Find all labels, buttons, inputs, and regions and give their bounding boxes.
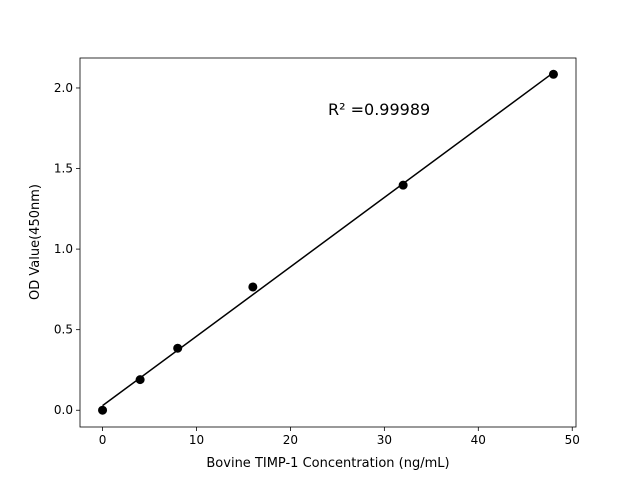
plot-frame <box>79 57 577 428</box>
y-tick-label: 0.0 <box>54 403 73 417</box>
data-point <box>248 282 258 292</box>
x-tick-label: 50 <box>565 433 580 447</box>
x-tick-label: 10 <box>189 433 204 447</box>
data-point <box>548 69 558 79</box>
y-axis-label: OD Value(450nm) <box>28 184 43 300</box>
x-tick-label: 0 <box>99 433 107 447</box>
x-axis-label: Bovine TIMP-1 Concentration (ng/mL) <box>206 456 449 471</box>
data-point <box>98 405 108 415</box>
y-tick-label: 1.0 <box>54 242 73 256</box>
y-tick-label: 2.0 <box>54 81 73 95</box>
fit-line <box>102 71 554 407</box>
y-tick-label: 1.5 <box>54 162 73 176</box>
data-point <box>398 180 408 190</box>
x-tick-label: 40 <box>471 433 486 447</box>
x-tick-label: 30 <box>377 433 392 447</box>
r-squared-annotation: R² =0.99989 <box>328 100 430 119</box>
y-tick-label: 0.5 <box>54 323 73 337</box>
data-point <box>135 375 145 385</box>
data-point <box>173 343 183 353</box>
x-tick-label: 20 <box>283 433 298 447</box>
